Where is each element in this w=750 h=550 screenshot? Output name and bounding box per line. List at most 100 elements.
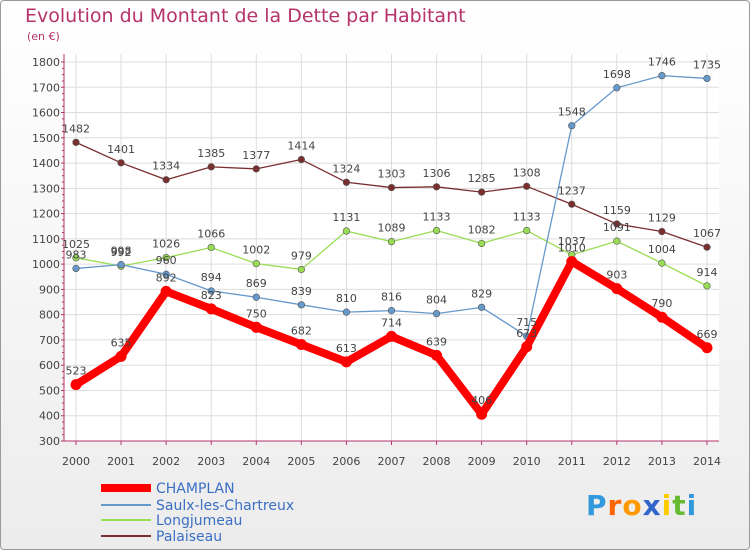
data-label: 639 (426, 335, 447, 348)
x-tick-label: 2001 (107, 455, 135, 468)
data-label: 669 (696, 328, 717, 341)
data-label: 1401 (107, 143, 135, 156)
data-point (72, 254, 80, 262)
data-point (658, 72, 666, 80)
data-point (432, 226, 441, 235)
data-point (207, 163, 215, 171)
chart-title: Evolution du Montant de la Dette par Hab… (25, 5, 466, 27)
data-label: 1334 (152, 160, 180, 173)
data-label: 960 (156, 254, 177, 267)
data-label: 1746 (648, 56, 676, 69)
legend-entry: Saulx-les-Chartreux (156, 498, 294, 514)
data-label: 750 (246, 307, 267, 320)
data-label: 1129 (648, 212, 676, 225)
data-point (432, 310, 441, 318)
y-tick-label: 700 (39, 334, 60, 347)
logo-letter: i (686, 489, 698, 522)
data-label: 1698 (603, 68, 631, 81)
data-point (340, 356, 352, 368)
data-label: 823 (201, 289, 222, 302)
data-point (566, 256, 578, 268)
x-tick-label: 2003 (197, 455, 225, 468)
data-point (342, 227, 351, 235)
data-point (476, 408, 488, 420)
data-point (521, 341, 533, 353)
data-label: 998 (111, 245, 132, 258)
y-tick-label: 300 (39, 435, 60, 448)
data-point (342, 308, 351, 316)
data-label: 1303 (377, 168, 405, 181)
data-label: 1377 (242, 149, 270, 162)
y-tick-label: 1200 (32, 208, 60, 221)
logo-letter: P (586, 489, 608, 522)
x-tick-label: 2014 (693, 455, 721, 468)
data-point (523, 226, 531, 235)
data-point (162, 270, 170, 278)
data-label: 1385 (197, 147, 225, 160)
data-point (117, 159, 125, 167)
data-label: 1010 (558, 242, 586, 255)
data-label: 983 (66, 248, 87, 261)
data-label: 1306 (423, 167, 451, 180)
data-point (70, 379, 82, 391)
data-point (297, 155, 305, 164)
data-point (162, 253, 170, 262)
data-point (117, 261, 125, 269)
x-tick-label: 2009 (468, 455, 496, 468)
data-label: 1735 (693, 58, 721, 71)
data-point (297, 265, 305, 274)
data-label: 1026 (152, 238, 180, 251)
data-point (658, 259, 666, 267)
data-point (478, 303, 486, 311)
data-label: 839 (291, 285, 312, 298)
data-point (613, 84, 621, 92)
data-label: 1237 (558, 184, 586, 197)
y-tick-label: 1300 (32, 182, 60, 195)
data-point (342, 178, 351, 186)
x-tick-label: 2007 (377, 455, 405, 468)
y-tick-label: 1500 (32, 132, 60, 145)
logo-letter: t (672, 489, 687, 522)
x-tick-label: 2006 (332, 455, 360, 468)
data-label: 1159 (603, 204, 631, 217)
y-tick-label: 800 (39, 309, 60, 322)
logo-letter: o (622, 489, 643, 522)
data-point (523, 182, 531, 190)
data-label: 979 (291, 249, 312, 262)
data-point (72, 138, 80, 146)
data-point (115, 350, 127, 362)
data-label: 682 (291, 324, 312, 337)
data-label: 1324 (332, 162, 360, 175)
data-label: 715 (516, 316, 537, 329)
y-tick-label: 1800 (32, 56, 60, 69)
y-tick-label: 900 (39, 283, 60, 296)
x-tick-label: 2004 (242, 455, 270, 468)
data-label: 406 (471, 394, 492, 407)
data-point (613, 237, 621, 245)
data-label: 635 (111, 336, 132, 349)
data-label: 1002 (242, 244, 270, 257)
data-label: 1308 (513, 166, 541, 179)
data-label: 1414 (287, 140, 315, 153)
data-label: 613 (336, 342, 357, 355)
data-point (613, 220, 621, 228)
data-point (568, 122, 576, 130)
data-label: 810 (336, 292, 357, 305)
x-tick-label: 2010 (513, 455, 541, 468)
data-point (387, 238, 396, 246)
y-tick-label: 1100 (32, 233, 60, 246)
data-label: 992 (111, 246, 132, 259)
data-label: 1066 (197, 227, 225, 240)
x-tick-label: 2013 (648, 455, 676, 468)
data-point (250, 321, 262, 333)
legend-entry: Palaiseau (156, 529, 222, 545)
data-point (478, 188, 486, 196)
x-tick-label: 2000 (62, 455, 90, 468)
logo-letter: r (607, 489, 623, 522)
data-label: 804 (426, 294, 447, 307)
y-tick-label: 600 (39, 359, 60, 372)
data-point (160, 285, 172, 297)
logo-letter: i (661, 489, 673, 522)
y-tick-label: 400 (39, 410, 60, 423)
